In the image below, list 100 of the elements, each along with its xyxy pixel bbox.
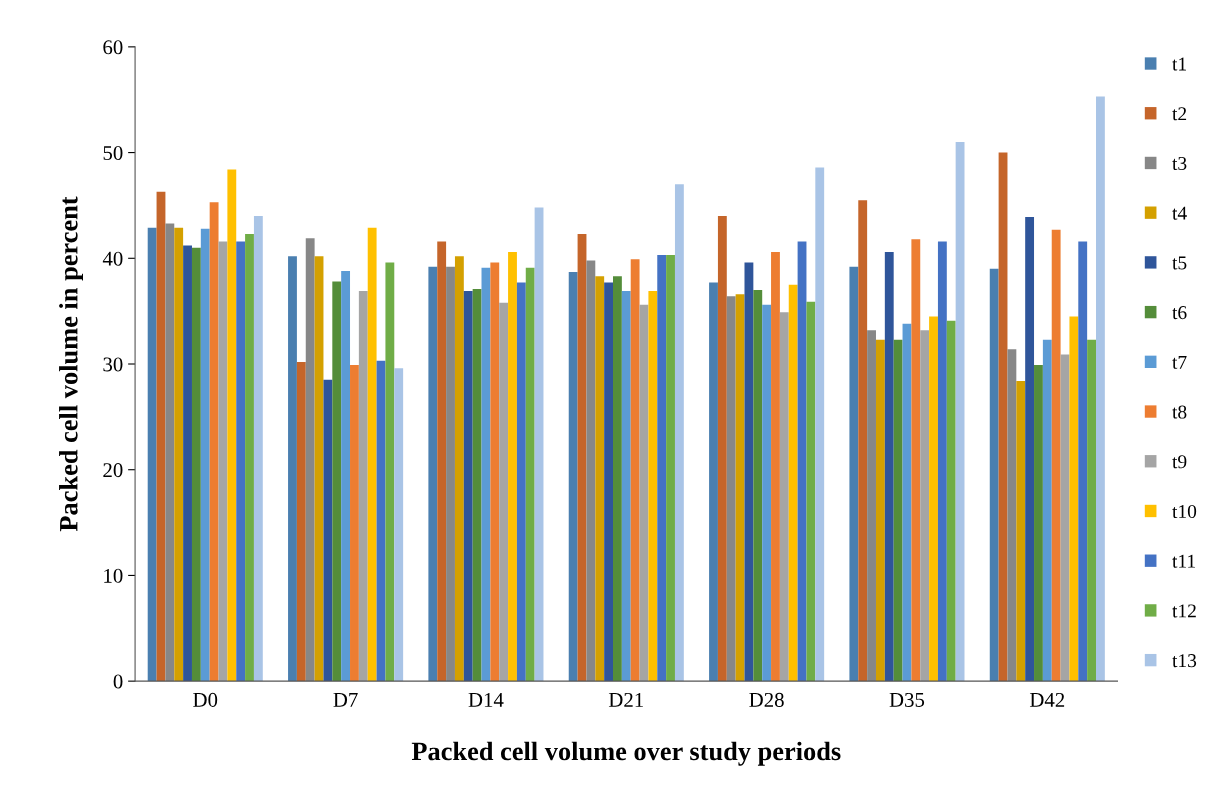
bar: [1069, 316, 1079, 682]
bar: [893, 339, 903, 682]
legend-label: t10: [1172, 504, 1197, 519]
bar: [200, 228, 210, 682]
y-tick-label: 50: [103, 145, 123, 161]
y-tick-label: 40: [102, 251, 123, 266]
bar: [726, 296, 736, 682]
y-axis-title: Packed cell volume in percent: [59, 196, 83, 532]
bar: [183, 245, 192, 682]
bar: [1078, 241, 1088, 682]
bar: [989, 268, 999, 682]
legend-label: t2: [1172, 107, 1187, 121]
bar: [1016, 380, 1026, 682]
bar: [657, 255, 667, 682]
bar: [666, 255, 675, 682]
bar: [946, 320, 956, 682]
bar: [1007, 349, 1017, 682]
bar: [227, 169, 237, 682]
bar: [806, 301, 816, 682]
bar: [191, 247, 201, 682]
bar: [463, 291, 473, 682]
bar: [1025, 217, 1035, 682]
legend-label: t6: [1172, 306, 1187, 320]
bar: [674, 184, 684, 682]
bar: [911, 239, 921, 682]
bar: [165, 223, 175, 682]
bar: [604, 282, 613, 682]
x-tick-label: D7: [333, 693, 358, 707]
x-tick-label: D21: [608, 692, 643, 707]
legend-label: t8: [1172, 405, 1187, 419]
bar: [717, 216, 727, 682]
bar: [236, 241, 246, 682]
y-tick-label: 20: [103, 463, 123, 478]
bar: [508, 251, 517, 682]
x-tick-label: D42: [1029, 692, 1065, 707]
bar: [902, 323, 912, 682]
bar: [472, 288, 482, 682]
bar: [884, 251, 894, 682]
bar: [1060, 354, 1070, 682]
bar: [454, 256, 464, 682]
bar: [797, 241, 807, 682]
bar: [253, 216, 263, 682]
bar: [771, 251, 780, 682]
bar: [630, 259, 640, 682]
legend-label: t4: [1172, 206, 1187, 220]
bar: [428, 266, 438, 682]
bar: [613, 276, 622, 682]
bar: [779, 312, 789, 682]
bar: [358, 291, 368, 682]
y-tick-label: 0: [113, 674, 123, 689]
bar: [394, 368, 404, 682]
bar: [367, 227, 377, 682]
bar: [499, 302, 509, 682]
bar: [586, 260, 596, 682]
bar: [490, 262, 500, 682]
y-tick-label: 60: [103, 40, 123, 55]
legend-label: t7: [1172, 355, 1187, 369]
bar: [209, 202, 219, 682]
bar: [437, 241, 447, 682]
x-axis-title: Packed cell volume over study periods: [411, 741, 841, 766]
bar: [937, 241, 947, 682]
legend-label: t12: [1172, 604, 1196, 618]
bar: [350, 365, 359, 682]
bar: [245, 233, 254, 682]
bar: [998, 152, 1008, 682]
legend-label: t3: [1172, 156, 1187, 170]
bar: [858, 200, 868, 682]
bar: [621, 291, 631, 682]
x-tick-label: D35: [889, 692, 925, 707]
bar: [1096, 96, 1105, 682]
bar: [1034, 365, 1043, 682]
y-tick-label: 30: [103, 357, 123, 372]
bar: [481, 267, 491, 682]
bar: [156, 191, 166, 682]
legend-label: t1: [1172, 57, 1186, 71]
bar: [815, 167, 825, 682]
bar: [788, 284, 798, 682]
bar: [288, 256, 297, 682]
x-tick-label: D0: [193, 692, 218, 707]
bar: [920, 330, 930, 682]
bar: [376, 360, 386, 682]
x-tick-label: D28: [749, 692, 784, 707]
bar: [446, 266, 455, 682]
bar: [762, 304, 772, 682]
legend-label: t5: [1172, 256, 1187, 270]
bar: [341, 270, 351, 682]
bar: [648, 291, 658, 682]
bar: [1042, 339, 1052, 682]
bar: [955, 142, 965, 682]
legend-label: t11: [1172, 554, 1195, 568]
bar: [568, 272, 578, 682]
bar: [577, 233, 587, 682]
bar: [534, 207, 544, 682]
bar: [595, 276, 605, 682]
y-tick-label: 10: [104, 568, 123, 583]
bar: [1087, 339, 1096, 682]
x-tick-label: D14: [468, 692, 504, 707]
bar: [174, 227, 184, 682]
bar: [147, 227, 157, 682]
bar: [875, 339, 885, 682]
